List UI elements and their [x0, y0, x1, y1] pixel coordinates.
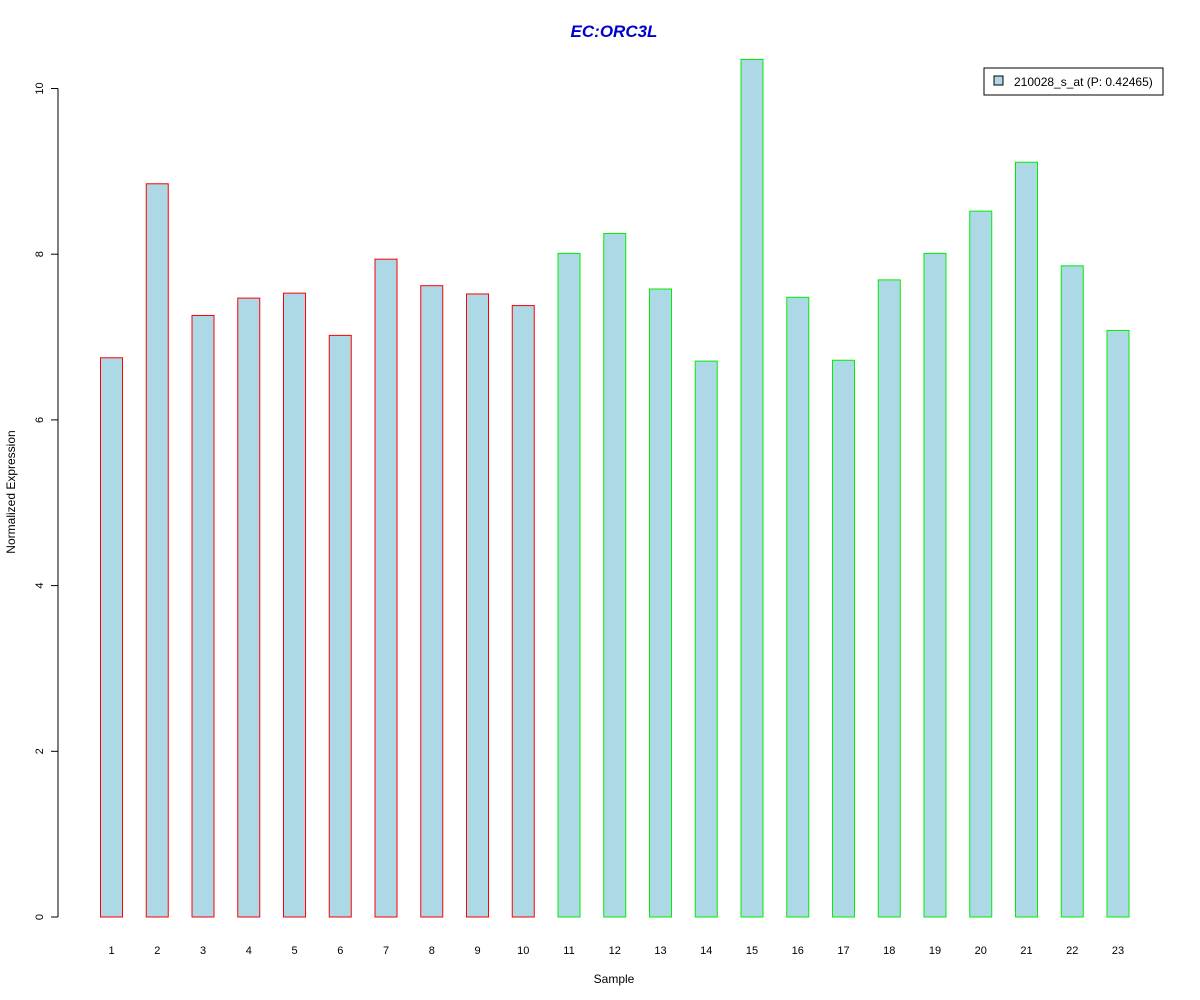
legend-label: 210028_s_at (P: 0.42465) — [1014, 75, 1153, 89]
legend-box — [983, 67, 1164, 96]
y-tick-label: 8 — [34, 251, 46, 257]
x-tick-label: 16 — [792, 945, 804, 957]
bar-sample-6 — [328, 334, 352, 918]
bar-sample-19 — [923, 252, 947, 918]
x-axis-label: Sample — [594, 972, 635, 986]
x-tick-label: 9 — [474, 945, 480, 957]
bar-sample-2 — [145, 183, 169, 918]
x-tick-label: 7 — [383, 945, 389, 957]
x-tick-label: 2 — [154, 945, 160, 957]
bar-sample-14 — [694, 360, 718, 918]
x-tick-label: 8 — [429, 945, 435, 957]
y-axis-label: Normalized Expression — [4, 430, 18, 553]
y-tick-label: 4 — [34, 583, 46, 589]
bar-sample-18 — [877, 279, 901, 918]
x-tick-label: 14 — [700, 945, 712, 957]
x-tick-label: 4 — [246, 945, 252, 957]
bar-sample-21 — [1015, 161, 1038, 918]
y-tick-label: 2 — [34, 748, 46, 754]
bar-sample-8 — [420, 285, 444, 918]
y-tick-label: 6 — [34, 417, 46, 423]
x-tick-label: 23 — [1112, 945, 1124, 957]
bar-sample-5 — [283, 292, 306, 918]
x-tick-label: 5 — [291, 945, 297, 957]
bar-sample-20 — [969, 210, 993, 918]
x-tick-label: 15 — [746, 945, 758, 957]
x-tick-label: 1 — [108, 945, 114, 957]
x-tick-label: 11 — [563, 945, 574, 957]
bar-sample-23 — [1106, 329, 1130, 918]
bar-sample-9 — [466, 293, 489, 918]
x-tick-label: 10 — [517, 945, 529, 957]
bar-sample-3 — [191, 315, 215, 918]
bar-sample-17 — [832, 359, 855, 918]
x-tick-label: 19 — [929, 945, 941, 957]
legend-swatch — [993, 75, 1004, 86]
y-axis: 0 2 4 6 8 10 — [34, 82, 59, 920]
bars-group — [100, 59, 1130, 918]
x-tick-label: 22 — [1066, 945, 1078, 957]
bar-sample-22 — [1060, 265, 1084, 918]
x-tick-label: 18 — [883, 945, 895, 957]
x-tick-label: 12 — [609, 945, 621, 957]
x-tick-label: 6 — [337, 945, 343, 957]
x-tick-labels: 1 2 3 4 5 6 7 8 9 10 11 12 13 14 15 16 17 18 19 20 21 22 23 — [108, 945, 1124, 957]
bar-sample-15 — [740, 59, 764, 918]
x-tick-label: 13 — [654, 945, 666, 957]
bar-sample-11 — [557, 252, 581, 918]
y-tick-label: 0 — [34, 914, 46, 920]
x-tick-label: 20 — [975, 945, 987, 957]
bar-sample-16 — [786, 296, 810, 918]
bar-sample-12 — [603, 232, 627, 918]
bar-sample-7 — [374, 258, 398, 918]
bar-sample-4 — [237, 297, 261, 918]
bar-sample-10 — [511, 305, 535, 918]
x-tick-label: 21 — [1020, 945, 1032, 957]
bar-sample-13 — [649, 288, 672, 918]
y-tick-label: 10 — [34, 82, 46, 94]
bar-sample-1 — [100, 357, 123, 918]
x-tick-label: 17 — [837, 945, 849, 957]
chart-title: EC:ORC3L — [571, 22, 658, 41]
x-tick-label: 3 — [200, 945, 206, 957]
legend: 210028_s_at (P: 0.42465) — [983, 67, 1164, 96]
